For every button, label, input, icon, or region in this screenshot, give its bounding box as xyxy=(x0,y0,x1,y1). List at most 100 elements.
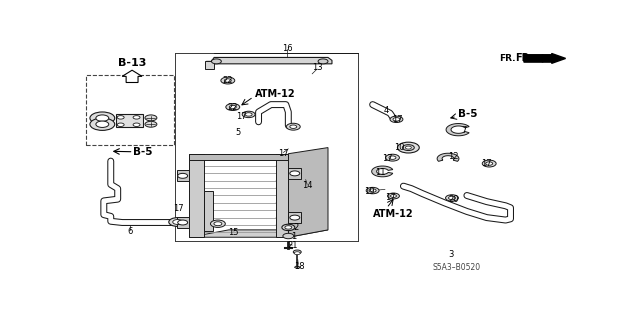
Polygon shape xyxy=(122,70,142,83)
Polygon shape xyxy=(189,154,289,160)
Circle shape xyxy=(245,113,252,116)
Circle shape xyxy=(117,116,124,119)
Circle shape xyxy=(449,196,456,200)
Circle shape xyxy=(285,226,292,229)
Polygon shape xyxy=(189,154,204,237)
Polygon shape xyxy=(211,57,332,64)
Circle shape xyxy=(388,193,399,199)
Circle shape xyxy=(225,79,231,82)
Circle shape xyxy=(133,123,140,126)
Text: 3: 3 xyxy=(449,250,454,259)
Text: 11: 11 xyxy=(375,168,385,177)
Circle shape xyxy=(290,125,297,129)
Circle shape xyxy=(178,220,188,225)
Text: 18: 18 xyxy=(294,262,305,271)
Circle shape xyxy=(397,142,419,153)
Polygon shape xyxy=(437,153,459,161)
Text: ATM-12: ATM-12 xyxy=(372,209,413,219)
Circle shape xyxy=(96,115,109,121)
Circle shape xyxy=(389,156,396,160)
Circle shape xyxy=(318,59,328,64)
Text: B-5: B-5 xyxy=(458,109,477,119)
Text: 6: 6 xyxy=(127,226,132,236)
Circle shape xyxy=(445,195,458,201)
Text: 5: 5 xyxy=(235,128,241,137)
Text: 17: 17 xyxy=(278,149,289,158)
Text: 19: 19 xyxy=(364,187,374,196)
Polygon shape xyxy=(189,230,328,237)
Circle shape xyxy=(390,195,396,197)
Circle shape xyxy=(117,123,124,126)
Polygon shape xyxy=(289,168,301,179)
Circle shape xyxy=(294,252,300,255)
FancyBboxPatch shape xyxy=(116,114,143,127)
Circle shape xyxy=(483,160,496,167)
Text: FR.: FR. xyxy=(499,54,515,63)
Text: 16: 16 xyxy=(282,44,292,53)
Text: 21: 21 xyxy=(287,241,298,250)
Circle shape xyxy=(390,116,403,122)
Circle shape xyxy=(366,187,379,194)
Circle shape xyxy=(486,162,493,165)
Circle shape xyxy=(405,146,412,149)
Circle shape xyxy=(226,104,240,110)
Text: 20: 20 xyxy=(448,195,459,204)
Polygon shape xyxy=(372,166,393,177)
Text: B-5: B-5 xyxy=(133,147,153,157)
Circle shape xyxy=(96,121,109,128)
Circle shape xyxy=(145,115,157,121)
Text: B-13: B-13 xyxy=(118,58,147,68)
Circle shape xyxy=(178,174,188,178)
Circle shape xyxy=(242,111,255,118)
Text: 17: 17 xyxy=(173,204,184,213)
Circle shape xyxy=(393,118,400,121)
Circle shape xyxy=(173,219,182,225)
Circle shape xyxy=(290,171,300,176)
Text: 2: 2 xyxy=(293,223,298,233)
Circle shape xyxy=(211,59,221,64)
Text: 14: 14 xyxy=(302,181,312,190)
Circle shape xyxy=(169,218,187,226)
Polygon shape xyxy=(177,170,189,181)
Text: S5A3–B0520: S5A3–B0520 xyxy=(433,263,481,272)
Bar xyxy=(86,75,174,145)
Circle shape xyxy=(283,233,294,239)
Circle shape xyxy=(145,121,157,127)
Bar xyxy=(205,61,214,69)
Text: 1: 1 xyxy=(291,232,296,241)
Text: ATM-12: ATM-12 xyxy=(255,89,295,99)
Text: 15: 15 xyxy=(228,228,239,237)
Bar xyxy=(204,190,213,231)
Text: 17: 17 xyxy=(385,193,396,202)
Circle shape xyxy=(385,154,399,161)
Text: FR.: FR. xyxy=(515,53,549,63)
Text: 17: 17 xyxy=(236,112,246,122)
Circle shape xyxy=(211,220,225,227)
Text: 10: 10 xyxy=(394,143,404,152)
Polygon shape xyxy=(289,148,328,237)
Text: 13: 13 xyxy=(312,63,323,72)
Circle shape xyxy=(221,77,235,84)
Circle shape xyxy=(286,123,300,130)
Polygon shape xyxy=(289,212,301,223)
Text: 17: 17 xyxy=(481,159,492,168)
Circle shape xyxy=(403,145,414,151)
Polygon shape xyxy=(276,154,289,237)
Polygon shape xyxy=(177,217,189,228)
Circle shape xyxy=(293,250,301,254)
Circle shape xyxy=(229,105,236,109)
Circle shape xyxy=(369,189,376,192)
Polygon shape xyxy=(446,123,469,136)
Text: 7: 7 xyxy=(461,126,467,135)
Circle shape xyxy=(90,112,115,124)
Text: 4: 4 xyxy=(384,106,389,115)
Circle shape xyxy=(290,215,300,220)
Circle shape xyxy=(282,224,295,231)
Circle shape xyxy=(214,222,222,226)
Circle shape xyxy=(90,118,115,130)
Text: 22: 22 xyxy=(223,76,233,85)
Text: 22: 22 xyxy=(227,103,238,112)
Text: 17: 17 xyxy=(392,115,403,124)
Text: 12: 12 xyxy=(448,152,458,161)
FancyArrow shape xyxy=(524,54,566,63)
